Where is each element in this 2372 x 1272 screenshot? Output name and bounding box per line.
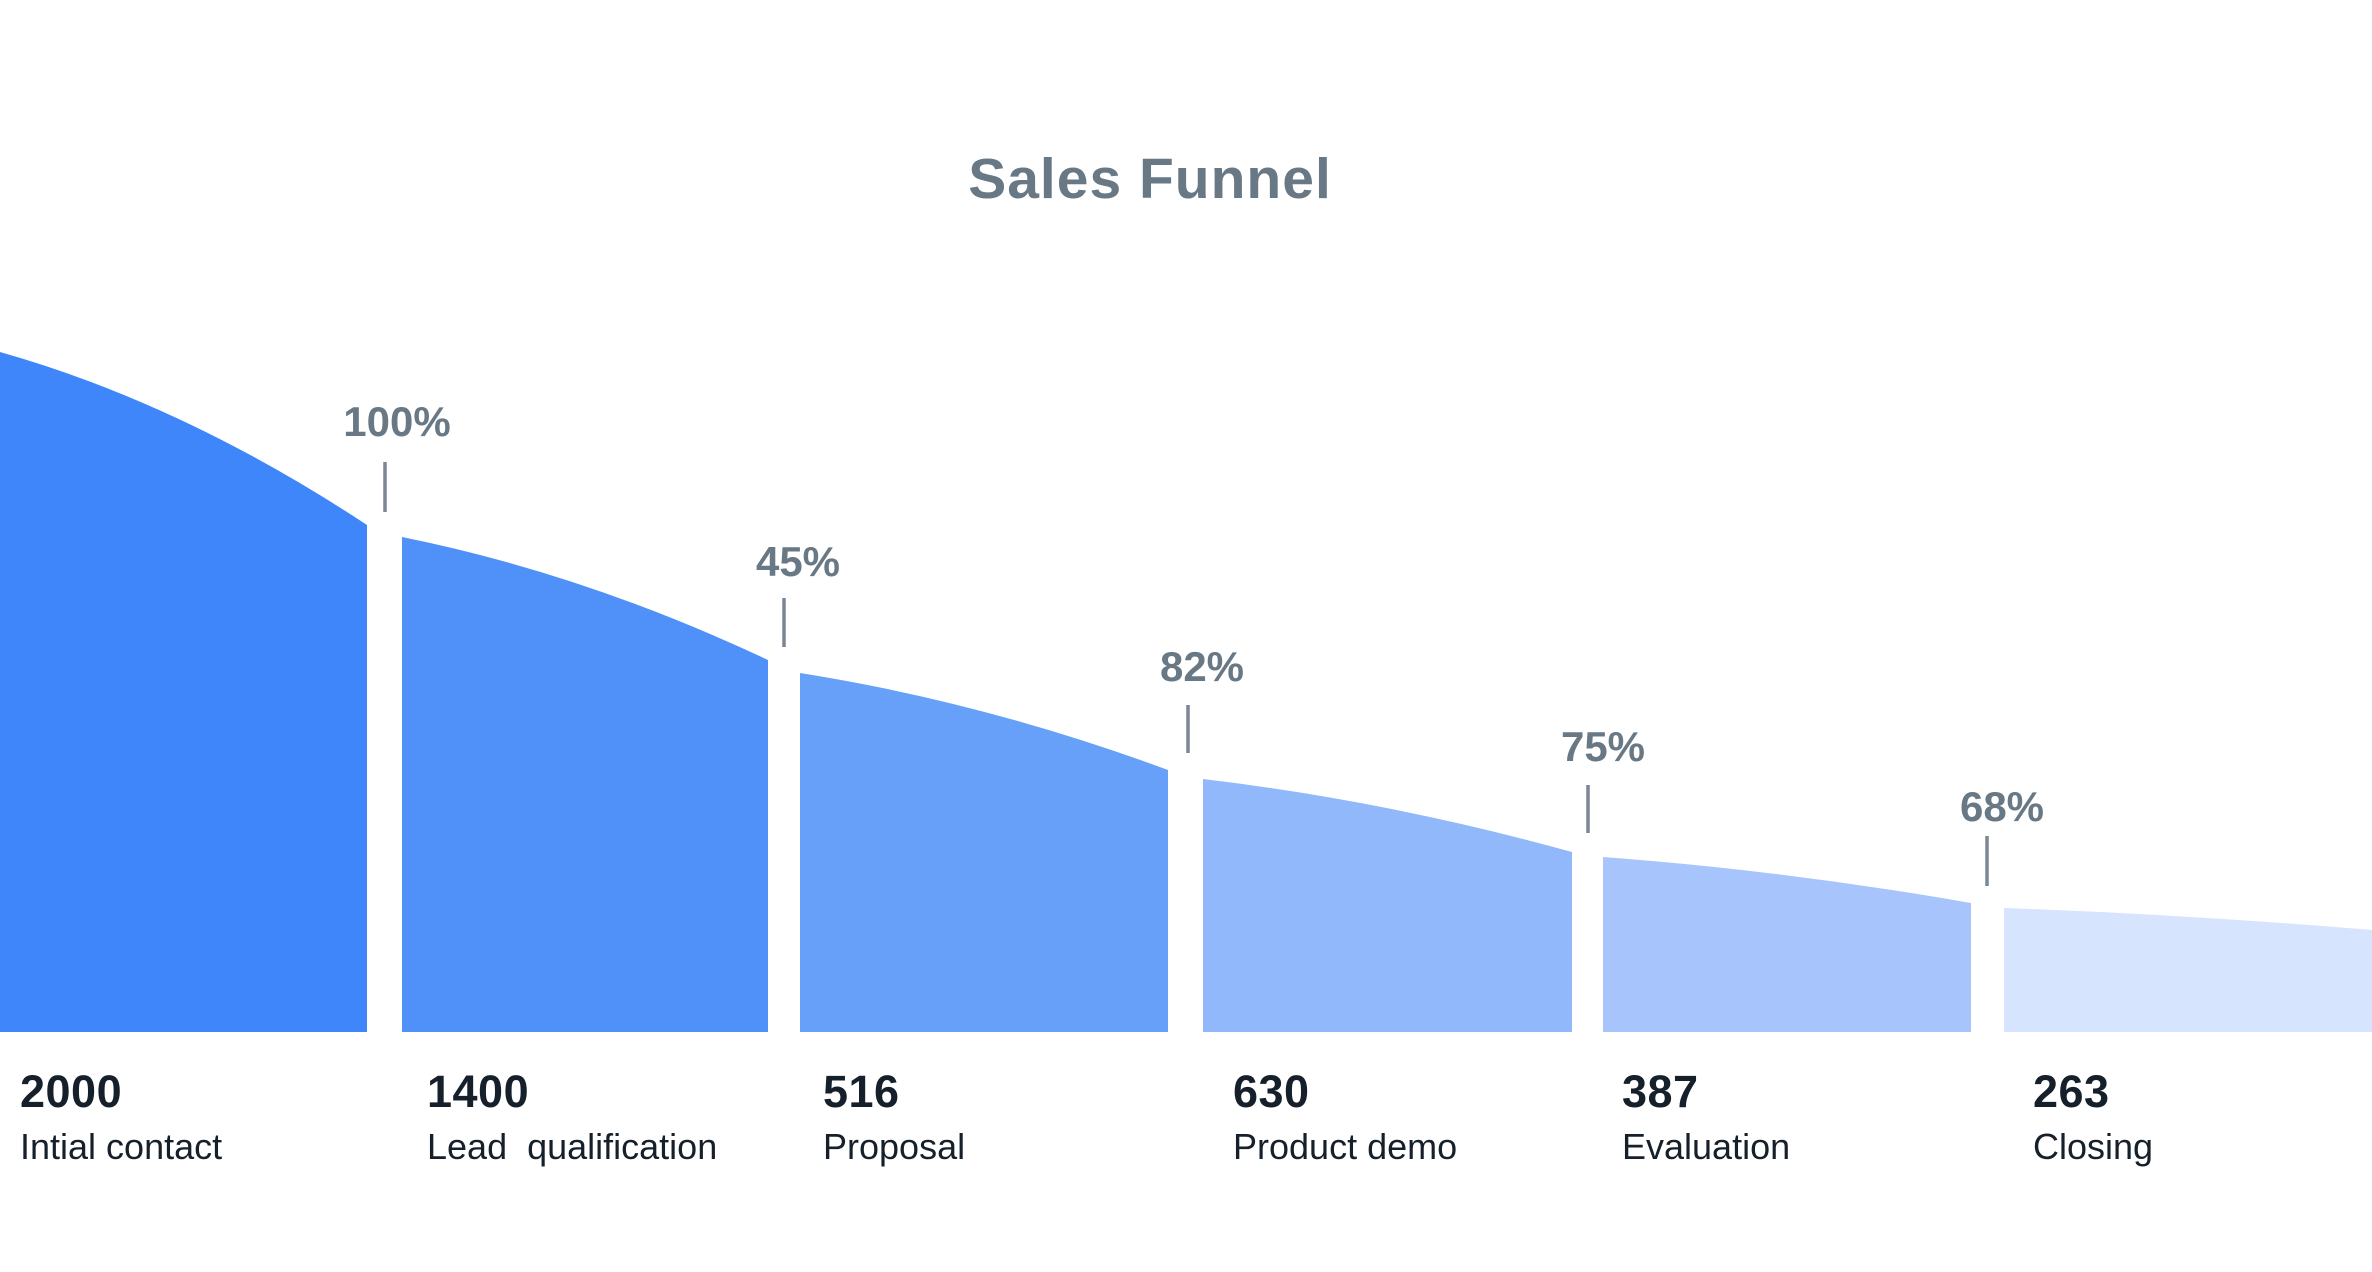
percent-markers: 100% 45% 82% 75% 68%	[343, 398, 2044, 886]
stage-label-6: 263 Closing	[2033, 1064, 2153, 1166]
stage-value: 630	[1233, 1066, 1310, 1117]
funnel-segments	[0, 352, 2372, 1032]
stage-name: Product demo	[1233, 1126, 1458, 1167]
funnel-segment-6	[2004, 908, 2372, 1032]
stage-value: 516	[823, 1066, 900, 1117]
funnel-segment-1	[0, 352, 367, 1032]
stage-label-5: 387 Evaluation	[1622, 1064, 1790, 1166]
funnel-segment-2	[402, 537, 768, 1032]
stage-label-4: 630 Product demo	[1233, 1064, 1457, 1166]
stage-label-2: 1400 Lead qualification	[427, 1064, 717, 1166]
percent-label-5: 68%	[1960, 783, 2044, 830]
stage-name: Proposal	[823, 1126, 966, 1167]
funnel-segment-3	[800, 673, 1168, 1032]
stage-name: Intial contact	[20, 1126, 223, 1167]
percent-label-2: 45%	[756, 538, 840, 585]
stage-value: 263	[2033, 1066, 2110, 1117]
stage-value: 387	[1622, 1066, 1699, 1117]
percent-label-3: 82%	[1160, 643, 1244, 690]
stage-name: Evaluation	[1622, 1126, 1791, 1167]
stage-name: Lead qualification	[427, 1126, 718, 1167]
stage-label-1: 2000 Intial contact	[20, 1064, 222, 1166]
stage-value: 1400	[427, 1066, 530, 1117]
funnel-segment-4	[1203, 779, 1572, 1032]
percent-label-1: 100%	[343, 398, 450, 445]
funnel-segment-5	[1603, 857, 1971, 1032]
stage-label-3: 516 Proposal	[823, 1064, 965, 1166]
stage-value: 2000	[20, 1066, 123, 1117]
stage-name: Closing	[2033, 1126, 2154, 1167]
chart-title: Sales Funnel	[968, 147, 1332, 211]
percent-label-4: 75%	[1561, 723, 1645, 770]
